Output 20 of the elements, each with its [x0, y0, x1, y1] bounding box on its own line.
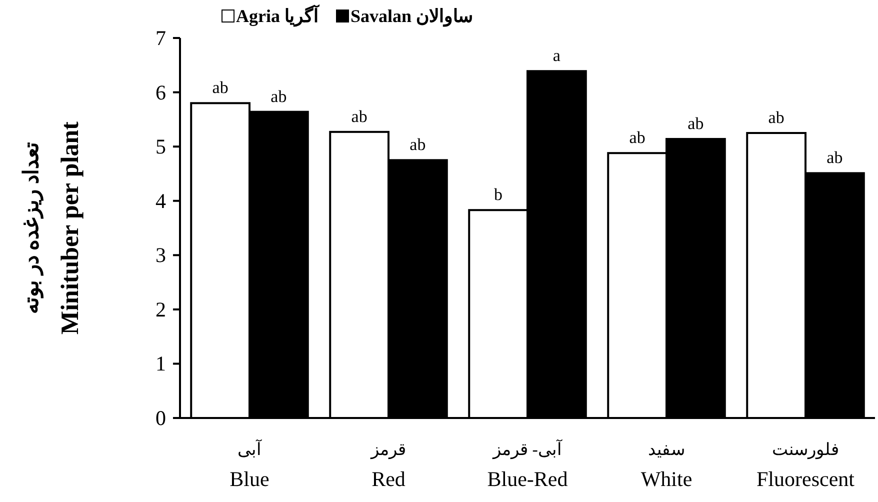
y-tick-label: 0 [156, 406, 166, 430]
data-label: ab [688, 114, 704, 133]
data-label: ab [629, 128, 646, 148]
y-tick-label: 4 [156, 188, 166, 213]
data-label: ab [270, 86, 287, 106]
data-label: ab [212, 78, 228, 98]
data-label: ab [768, 108, 784, 127]
y-tick-label: 7 [156, 26, 166, 50]
y-tick-label: 2 [156, 297, 166, 322]
y-tick-label: 6 [156, 80, 166, 104]
y-tick-label: 5 [156, 134, 166, 159]
legend-label: Agria آگریا [236, 4, 320, 27]
data-label: ab [826, 148, 843, 168]
y-tick-label: 1 [156, 352, 166, 376]
data-label: ab [410, 135, 426, 154]
data-label: ab [351, 106, 368, 126]
data-label: b [494, 185, 503, 204]
data-label: a [552, 46, 561, 66]
y-tick-label: 3 [156, 243, 166, 268]
legend-label: Savalan ساوالان [350, 6, 474, 27]
